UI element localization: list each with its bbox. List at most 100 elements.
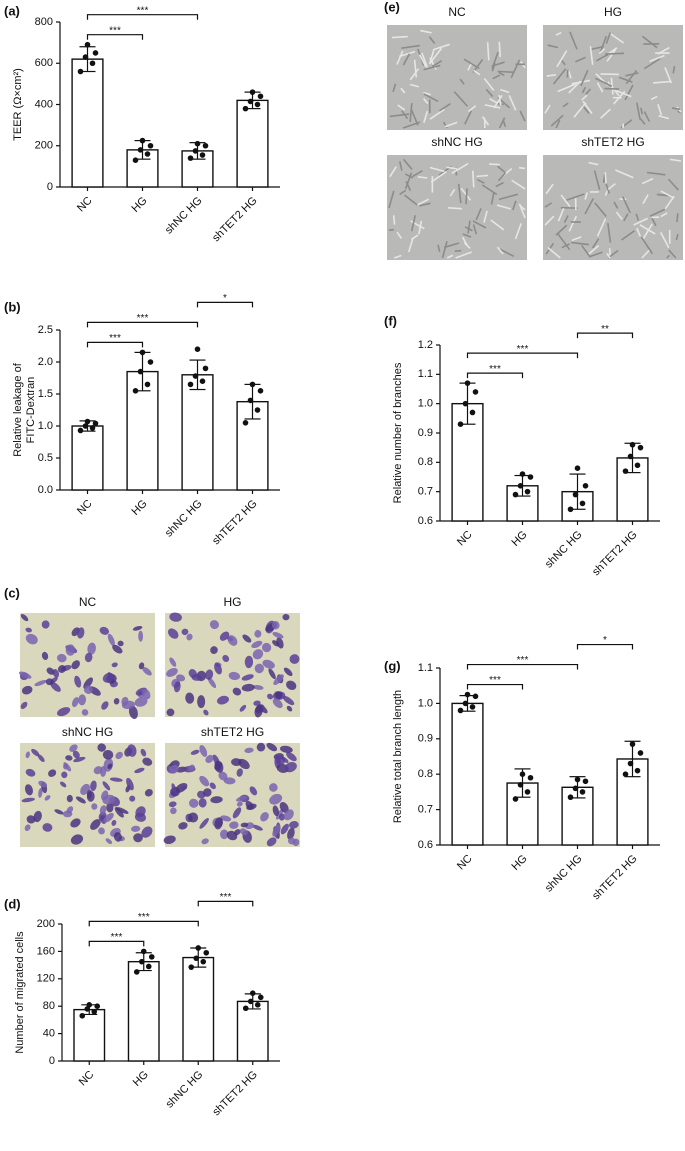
cell [260,812,269,822]
tube [593,170,601,190]
tube [396,231,403,239]
significance-label: *** [111,932,123,943]
tube [587,245,600,256]
cell [69,744,78,752]
cell [286,705,293,712]
cell [144,789,153,797]
data-point [574,776,581,783]
y-tick-label: 600 [35,57,53,69]
cell [34,679,47,687]
cell [283,809,294,821]
cell [169,612,182,622]
cell [140,748,147,757]
tube [467,220,471,234]
panel-label: (d) [4,896,21,911]
y-tick-label: 0.6 [418,515,433,527]
tube [429,108,445,120]
cell [201,838,209,845]
x-tick-label: HG [510,853,530,873]
cell [128,705,138,719]
y-tick-label: 0.6 [418,839,433,851]
data-point [627,760,634,767]
tube [462,233,472,238]
cell [185,692,195,704]
tube [641,35,658,49]
micrograph [387,155,527,260]
y-tick-label: 1.0 [418,398,433,410]
tube [668,249,677,259]
data-point [517,782,524,788]
tube [650,95,658,101]
data-point [567,794,574,801]
data-point [133,969,140,975]
cell [54,809,64,815]
tube [493,94,503,109]
cell [84,652,93,663]
cell [181,628,189,636]
tube [555,119,561,129]
cell [254,629,262,638]
cell [133,833,143,843]
tube [472,224,478,235]
significance-bracket [86,321,199,328]
tube [636,227,642,237]
cell [102,749,114,760]
cell [116,807,129,814]
tube [519,110,526,122]
cell [289,654,300,664]
x-tick-label: shTET2 HG [210,195,260,245]
data-point [200,958,207,965]
data-point [140,948,147,955]
data-point [194,346,201,353]
significance-label: *** [489,364,501,375]
data-point [242,105,249,112]
cell [235,795,248,802]
cell [117,640,124,647]
cell [73,756,86,763]
tube [483,210,488,223]
cell [71,697,79,708]
image-label: shTET2 HG [581,135,644,149]
x-tick-label: shTET2 HG [210,1069,260,1119]
significance-bracket [196,301,254,308]
tube [602,173,606,183]
image-label: HG [604,5,622,19]
tube [511,179,526,190]
data-point [249,381,256,388]
cell [44,795,51,801]
data-point [145,963,152,970]
tube [497,172,506,182]
tube [560,59,566,66]
data-point [457,421,464,428]
tube [423,91,431,96]
tube [413,59,418,78]
tube [635,213,640,221]
cell [210,646,218,654]
cell [70,834,84,845]
data-point [247,98,254,105]
cell [272,698,283,709]
cell [138,662,145,670]
cell [90,819,101,830]
cell [48,769,57,777]
tube [416,198,430,206]
significance-label: *** [109,333,121,344]
data-point [86,1002,93,1008]
tube [600,73,619,76]
tube [449,188,456,197]
cell [199,745,208,757]
cell [266,742,278,752]
y-tick-label: 0.9 [418,733,433,745]
data-point [247,397,254,404]
tube [461,236,469,247]
x-tick-label: HG [131,1069,151,1089]
cell [242,634,252,643]
bar [236,99,269,188]
tube [500,88,510,94]
tube [518,166,526,170]
cell [228,671,241,681]
cell [56,707,71,717]
data-point [527,774,534,781]
tube [481,184,498,196]
data-point [82,54,89,60]
